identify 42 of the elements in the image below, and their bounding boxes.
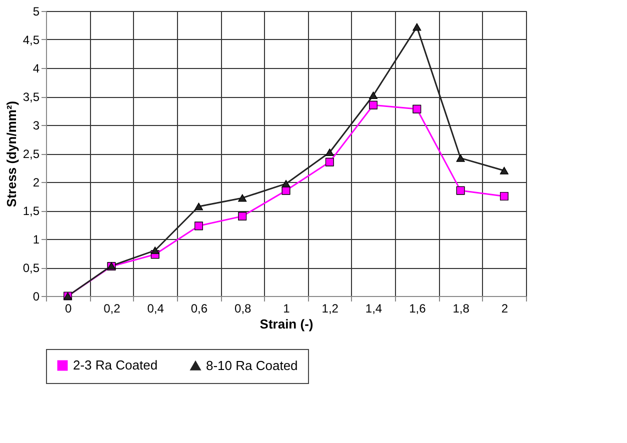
x-tick-label: 1 [283,302,290,316]
y-tick-label: 1 [32,232,40,246]
x-tick-label: 0,4 [147,302,164,316]
point [456,186,465,195]
legend-label: 2-3 Ra Coated [73,358,158,373]
x-tick-label: 1,4 [365,302,382,316]
y-tick-label: 0,5 [22,261,40,275]
x-tick-label: 2 [501,302,508,316]
point [238,212,247,220]
point [238,194,247,202]
x-tick-label: 1,2 [322,302,339,316]
x-tick-label: 0,8 [234,302,252,316]
x-tick-label: 1,8 [452,302,470,316]
y-tick-label: 2 [32,176,40,190]
point [150,246,160,254]
point [194,202,203,210]
x-tick-label: 0,2 [104,302,121,316]
point [325,148,334,156]
point [500,166,508,174]
x-tick-label: 0,6 [190,302,208,316]
y-tick-label: 4 [32,62,40,76]
point [412,104,422,114]
y-tick-label: 5 [32,4,40,18]
point [194,222,203,230]
point [369,92,378,100]
point [369,100,378,110]
point [456,154,465,162]
point [325,158,334,166]
point [412,23,422,31]
point [500,192,508,200]
y-tick-label: 3 [32,118,40,132]
point [282,180,290,188]
y-tick-label: 0 [32,290,40,304]
x-tick-label: 0 [64,302,72,316]
y-axis-title: Stress (dyn/mm²) [4,100,19,208]
y-tick-label: 3,5 [22,90,40,104]
legend-label: 8-10 Ra Coated [206,358,298,373]
x-axis-title: Strain (-) [260,316,314,332]
y-tick-label: 4,5 [22,33,40,47]
x-tick-label: 1,6 [409,302,426,316]
y-tick-label: 2,5 [22,147,40,161]
y-tick-label: 1,5 [22,204,40,218]
